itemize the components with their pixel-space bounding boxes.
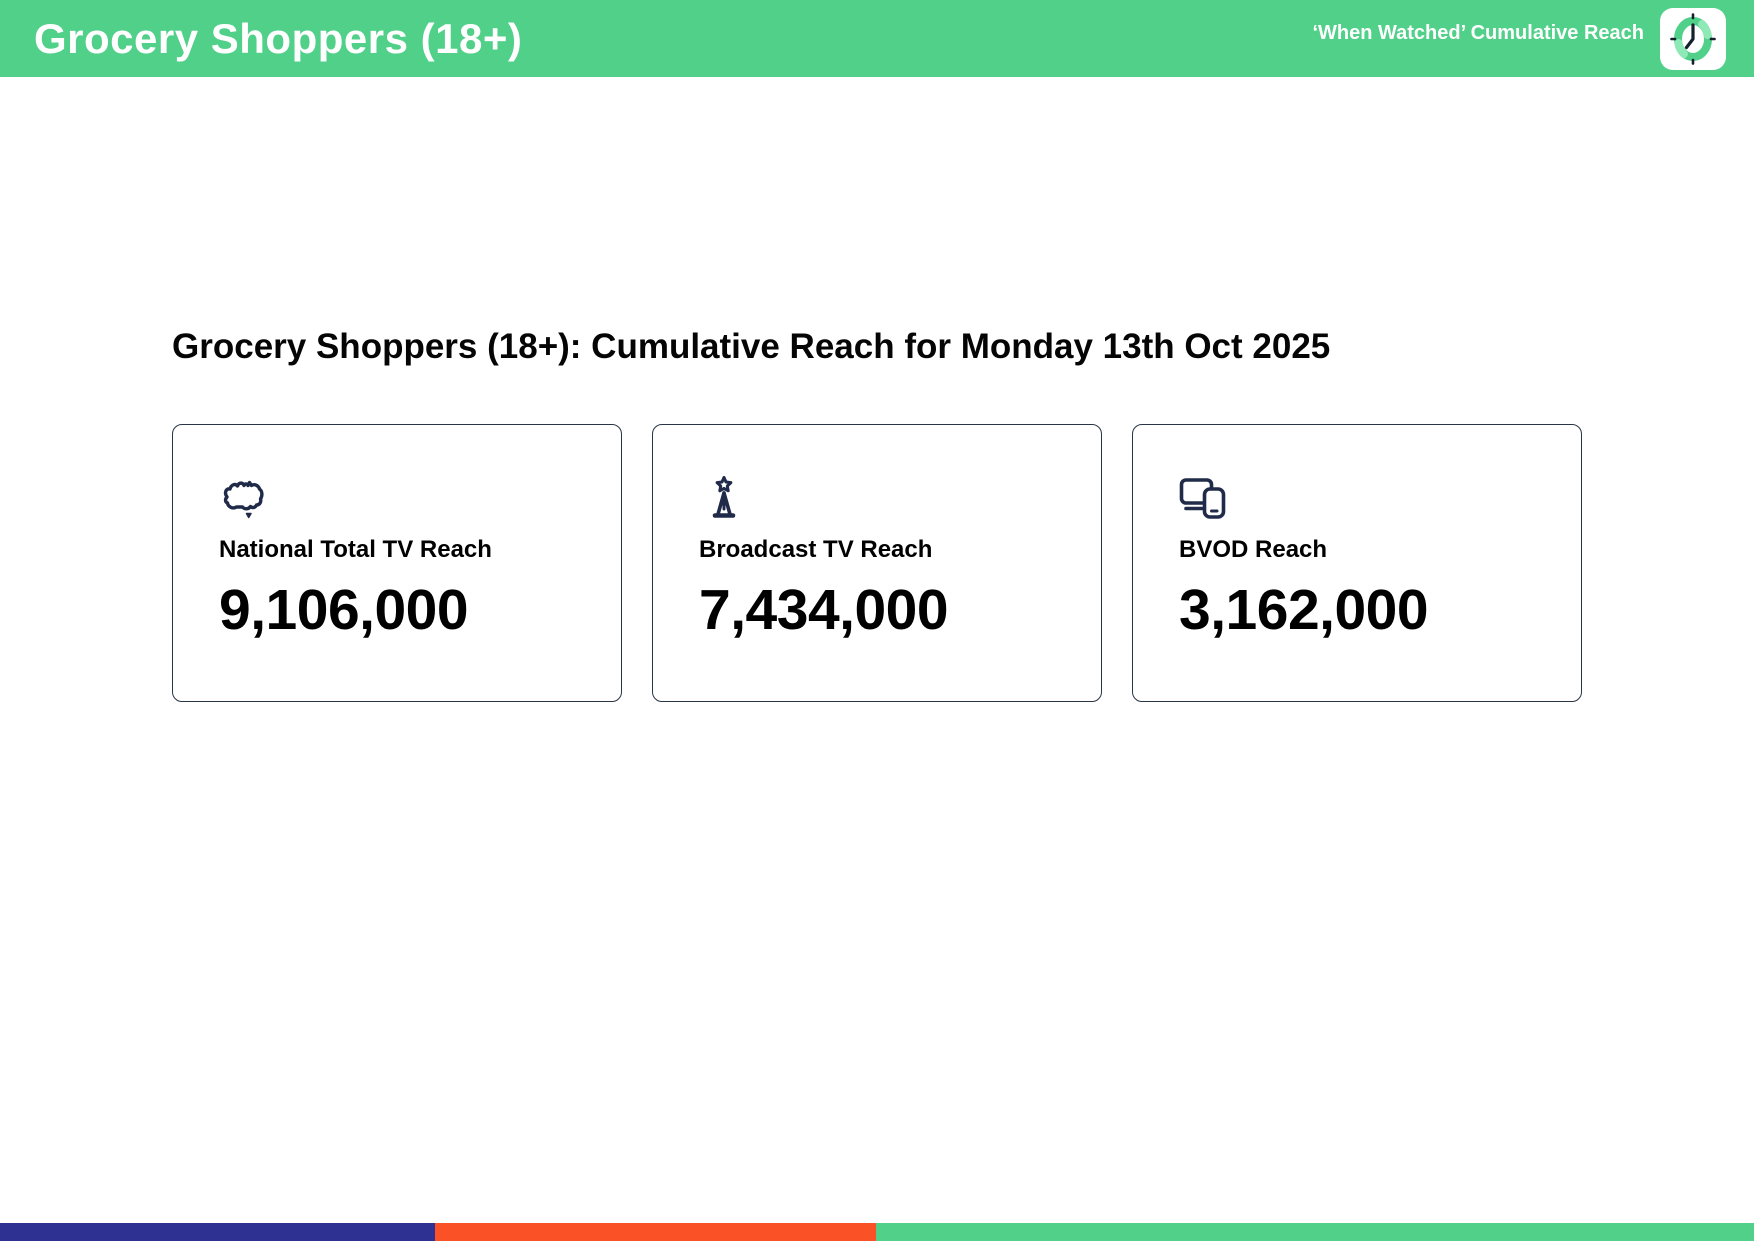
card-broadcast-tv-reach: Broadcast TV Reach 7,434,000: [652, 424, 1102, 702]
kpi-cards-row: National Total TV Reach 9,106,000 Broadc…: [172, 424, 1582, 702]
australia-map-icon: [223, 480, 264, 519]
footer-bar: [0, 1223, 1754, 1241]
main-content: Grocery Shoppers (18+): Cumulative Reach…: [172, 77, 1582, 702]
card-value: 9,106,000: [219, 578, 469, 642]
card-value: 7,434,000: [699, 578, 949, 642]
broadcast-tower-icon: [712, 476, 736, 518]
app-title: Grocery Shoppers (18+): [34, 14, 523, 62]
card-label: National Total TV Reach: [219, 536, 492, 563]
card-label: BVOD Reach: [1179, 536, 1328, 563]
footer-blue-segment: [0, 1223, 435, 1241]
card-national-total-tv-reach: National Total TV Reach 9,106,000: [172, 424, 622, 702]
clock-icon: [1660, 7, 1726, 70]
footer-orange-segment: [434, 1223, 877, 1241]
page-heading: Grocery Shoppers (18+): Cumulative Reach…: [172, 327, 1331, 366]
app-header: Grocery Shoppers (18+) ‘When Watched’ Cu…: [0, 0, 1754, 77]
header-subtitle: ‘When Watched’ Cumulative Reach: [1312, 22, 1644, 44]
card-value: 3,162,000: [1179, 578, 1429, 642]
card-bvod-reach: BVOD Reach 3,162,000: [1132, 424, 1582, 702]
devices-icon: [1179, 478, 1226, 519]
footer-green-segment: [876, 1223, 1754, 1241]
card-label: Broadcast TV Reach: [699, 536, 933, 563]
header-right: ‘When Watched’ Cumulative Reach: [1312, 7, 1726, 70]
